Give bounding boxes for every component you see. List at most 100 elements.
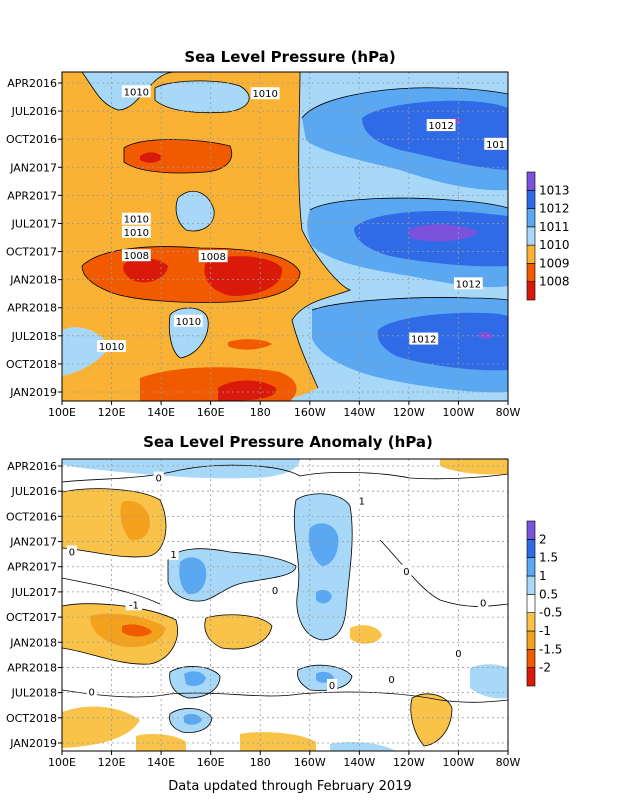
slp-colorbar: 1008 1009 1010 1011 1012 1013 bbox=[526, 171, 570, 301]
anom-contour-label-bg bbox=[453, 647, 464, 660]
slp-colorbar-label: 1010 bbox=[539, 238, 570, 252]
slp-contour-label: 1010 bbox=[252, 89, 277, 100]
slp-band-1009-blob-1 bbox=[124, 139, 232, 173]
anom-contour-label: 0 bbox=[403, 567, 409, 578]
anom-contour-label-bg bbox=[326, 678, 338, 691]
anom-colorbar-swatch bbox=[526, 539, 536, 558]
anom-colorbar-swatch bbox=[526, 520, 536, 540]
anom-colorbar-swatch bbox=[526, 575, 536, 595]
anom-x-tick-label: 100E bbox=[48, 756, 76, 769]
anom-contour-label-bg bbox=[86, 685, 97, 698]
slp-band-1008-core-2 bbox=[123, 258, 168, 283]
anom-band-pos-west-core bbox=[179, 557, 207, 595]
slp-colorbar-label: 1009 bbox=[539, 256, 570, 270]
slp-contour-label-bg bbox=[97, 340, 126, 353]
anom-x-tick-label: 120E bbox=[98, 756, 126, 769]
anom-band-neg-sw-2019 bbox=[62, 706, 140, 748]
slp-x-tick-label: 180 bbox=[250, 406, 271, 419]
anom-band-neg-mid-2018b bbox=[350, 625, 382, 644]
anom-band-pos-central-core bbox=[308, 523, 339, 566]
anom-y-tick-label: APR2018 bbox=[7, 661, 57, 674]
slp-contour-label: 1012 bbox=[428, 121, 453, 132]
anom-contour-label-bg bbox=[386, 673, 397, 686]
slp-contour-label-bg bbox=[484, 137, 507, 150]
slp-colorbar-swatch bbox=[526, 263, 536, 283]
slp-colorbar-label: 1011 bbox=[539, 220, 570, 234]
anom-contour-label-bg bbox=[478, 596, 489, 609]
slp-colorbar-label: 1008 bbox=[539, 275, 570, 289]
anom-band-neg-bottom bbox=[240, 732, 316, 751]
slp-band-1013-east-3 bbox=[377, 312, 508, 371]
slp-contour-label-bg bbox=[121, 225, 151, 238]
slp-contour-label: 1010 bbox=[99, 342, 124, 353]
anom-colorbar-swatch bbox=[526, 630, 536, 650]
slp-contour-label: 1008 bbox=[200, 252, 225, 263]
slp-contour-label: 1012 bbox=[456, 279, 481, 290]
slp-x-tick-label: 80W bbox=[496, 406, 521, 419]
anom-x-tick-label: 80W bbox=[496, 756, 521, 769]
slp-contour-label: 1010 bbox=[124, 215, 149, 226]
anomaly-x-ticks: 100E 120E 140E 160E 180 160W 140W 120W 100W 80W bbox=[48, 751, 521, 769]
anom-band-neg-bottom-west bbox=[136, 734, 186, 751]
anom-x-tick-label: 140W bbox=[343, 756, 375, 769]
anom-band-pos-east-2018 bbox=[470, 664, 508, 699]
slp-x-tick-label: 140E bbox=[147, 406, 175, 419]
slp-y-tick-label: APR2018 bbox=[7, 302, 57, 315]
slp-y-tick-label: JUL2018 bbox=[11, 330, 57, 343]
anom-colorbar-label: -0.5 bbox=[539, 606, 562, 620]
slp-band-above-1013-2 bbox=[408, 224, 478, 242]
slp-colorbar-swatch bbox=[526, 189, 536, 209]
slp-y-tick-label: OCT2016 bbox=[6, 133, 57, 146]
slp-y-tick-label: OCT2018 bbox=[6, 358, 57, 371]
slp-contour-label: 1010 bbox=[176, 317, 201, 328]
anom-band-neg-top-east bbox=[440, 459, 508, 475]
anom-x-tick-label: 160E bbox=[197, 756, 225, 769]
anom-colorbar-swatch bbox=[526, 612, 536, 632]
slp-colorbar-swatch bbox=[526, 244, 536, 264]
anom-colorbar-swatch bbox=[526, 667, 536, 687]
anom-colorbar-label: 1.5 bbox=[539, 551, 558, 565]
slp-band-above-1013-3 bbox=[478, 331, 494, 339]
slp-y-tick-label: APR2017 bbox=[7, 189, 57, 202]
slp-y-tick-label: JUL2017 bbox=[11, 217, 57, 230]
anom-contour-label: 0 bbox=[272, 586, 278, 597]
slp-x-tick-label: 140W bbox=[343, 406, 375, 419]
anom-contour-label: 0 bbox=[455, 649, 461, 660]
anom-colorbar-swatch bbox=[526, 557, 536, 577]
anom-band-pos-bottom bbox=[330, 742, 396, 751]
footer-note: Data updated through February 2019 bbox=[168, 779, 411, 794]
slp-x-ticks: 100E 120E 140E 160E 180 160W 140W 120W 100W 80W bbox=[48, 401, 521, 419]
anom-y-tick-label: JAN2019 bbox=[9, 737, 57, 750]
anom-y-tick-label: JUL2017 bbox=[11, 586, 57, 599]
anom-contour-label-bg bbox=[356, 494, 367, 507]
slp-contour-label: 1010 bbox=[124, 87, 149, 98]
anom-band-neg-west-2016-core bbox=[120, 500, 150, 541]
anom-y-tick-label: JAN2017 bbox=[9, 536, 57, 549]
slp-band-1008-core-1 bbox=[140, 152, 162, 163]
slp-x-tick-label: 100E bbox=[48, 406, 76, 419]
anom-band-neg-west-2016 bbox=[62, 488, 166, 557]
slp-y-tick-label: JAN2019 bbox=[9, 386, 57, 399]
slp-x-tick-label: 120E bbox=[98, 406, 126, 419]
anom-contour-label-bg bbox=[153, 471, 164, 484]
slp-colorbar-swatch bbox=[526, 208, 536, 228]
anom-y-tick-label: OCT2017 bbox=[6, 611, 57, 624]
anom-contour-label-bg bbox=[269, 584, 281, 597]
anomaly-contour-labels: 0 1 1 0 0 0 0 -1 0 0 0 0 bbox=[66, 471, 489, 699]
anom-colorbar-label: -2 bbox=[539, 661, 551, 675]
anom-colorbar-label: 2 bbox=[539, 532, 547, 546]
anom-colorbar-label: -1.5 bbox=[539, 642, 562, 656]
slp-band-1011-island-2 bbox=[176, 191, 215, 232]
anom-band-pos-2018-c-core bbox=[184, 713, 202, 725]
slp-band-1008-core-3 bbox=[204, 256, 283, 296]
anom-y-tick-label: APR2016 bbox=[7, 460, 57, 473]
anomaly-plot-frame bbox=[61, 458, 509, 752]
slp-plot-frame bbox=[61, 71, 509, 402]
anom-colorbar-swatch bbox=[526, 649, 536, 668]
anom-colorbar-swatch bbox=[526, 594, 536, 613]
anom-contour-label: 1 bbox=[359, 496, 365, 507]
panel-title-slp: Sea Level Pressure (hPa) bbox=[184, 48, 395, 66]
anom-y-tick-label: APR2017 bbox=[7, 561, 57, 574]
slp-y-tick-label: JUL2016 bbox=[11, 105, 57, 118]
